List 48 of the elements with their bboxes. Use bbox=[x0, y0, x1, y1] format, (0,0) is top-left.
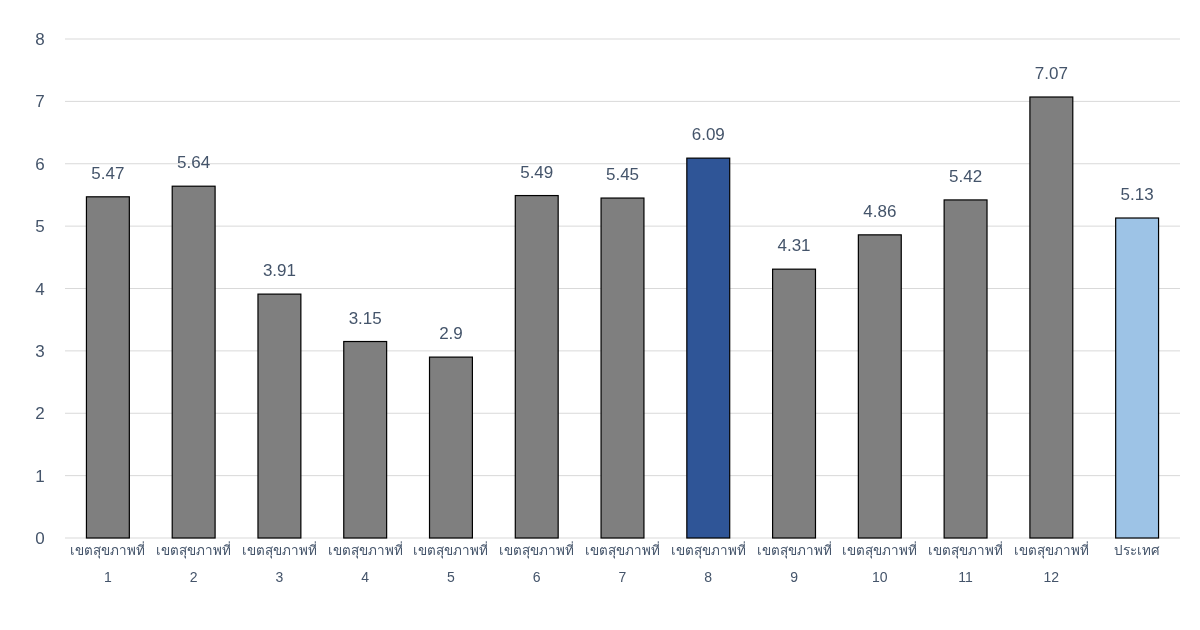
data-label: 5.45 bbox=[605, 165, 640, 185]
data-label: 6.09 bbox=[691, 125, 725, 145]
x-tick-label: เขตสุขภาพที่ 7 bbox=[585, 541, 660, 585]
data-label: 4.31 bbox=[777, 236, 811, 256]
data-label: 5.13 bbox=[1120, 185, 1154, 205]
bar bbox=[257, 293, 302, 539]
y-tick-label: 1 bbox=[35, 466, 45, 486]
x-tick-label: เขตสุขภาพที่ 5 bbox=[413, 541, 489, 585]
y-tick-label: 4 bbox=[35, 279, 45, 299]
x-tick-label: เขตสุขภาพที่ 4 bbox=[327, 541, 403, 585]
x-tick-label: เขตสุขภาพที่ 11 bbox=[928, 541, 1004, 585]
x-tick-label: เขตสุขภาพที่ 12 bbox=[1013, 541, 1089, 585]
x-tick-label: เขตสุขภาพที่ 8 bbox=[670, 541, 746, 585]
x-tick-label: เขตสุขภาพที่ 6 bbox=[499, 541, 575, 585]
bar bbox=[171, 185, 216, 539]
bar bbox=[772, 268, 817, 539]
x-tick-label: ประเทศ bbox=[1114, 543, 1161, 558]
x-tick-label: เขตสุขภาพที่ 10 bbox=[842, 541, 918, 585]
bar bbox=[943, 199, 988, 539]
y-tick-label: 6 bbox=[35, 154, 45, 174]
data-label: 5.42 bbox=[949, 166, 983, 186]
bar bbox=[686, 157, 731, 539]
x-tick-label: เขตสุขภาพที่ 1 bbox=[70, 541, 146, 585]
bar bbox=[600, 197, 645, 539]
y-tick-label: 5 bbox=[35, 217, 45, 237]
y-tick-label: 8 bbox=[35, 30, 45, 49]
x-tick-label: เขตสุขภาพที่ 3 bbox=[241, 541, 317, 585]
data-label: 4.86 bbox=[863, 201, 897, 221]
y-tick-label: 2 bbox=[35, 404, 45, 424]
bar bbox=[514, 194, 559, 539]
data-label: 5.47 bbox=[91, 163, 125, 183]
data-label: 7.07 bbox=[1034, 64, 1068, 84]
bar bbox=[428, 356, 473, 539]
x-tick-label: เขตสุขภาพที่ 2 bbox=[156, 541, 232, 585]
data-label: 5.64 bbox=[177, 153, 211, 173]
bar bbox=[857, 234, 902, 539]
bar bbox=[343, 340, 388, 539]
bar bbox=[1029, 96, 1074, 539]
y-tick-label: 3 bbox=[35, 341, 45, 361]
data-label: 2.9 bbox=[439, 324, 463, 344]
data-label: 3.91 bbox=[262, 261, 296, 281]
x-tick-label: เขตสุขภาพที่ 9 bbox=[756, 541, 832, 585]
data-label: 5.49 bbox=[520, 162, 554, 182]
y-tick-label: 7 bbox=[35, 92, 45, 112]
bar bbox=[85, 196, 130, 539]
data-label: 3.15 bbox=[348, 308, 382, 328]
y-tick-label: 0 bbox=[35, 529, 45, 548]
bar bbox=[1115, 217, 1160, 539]
